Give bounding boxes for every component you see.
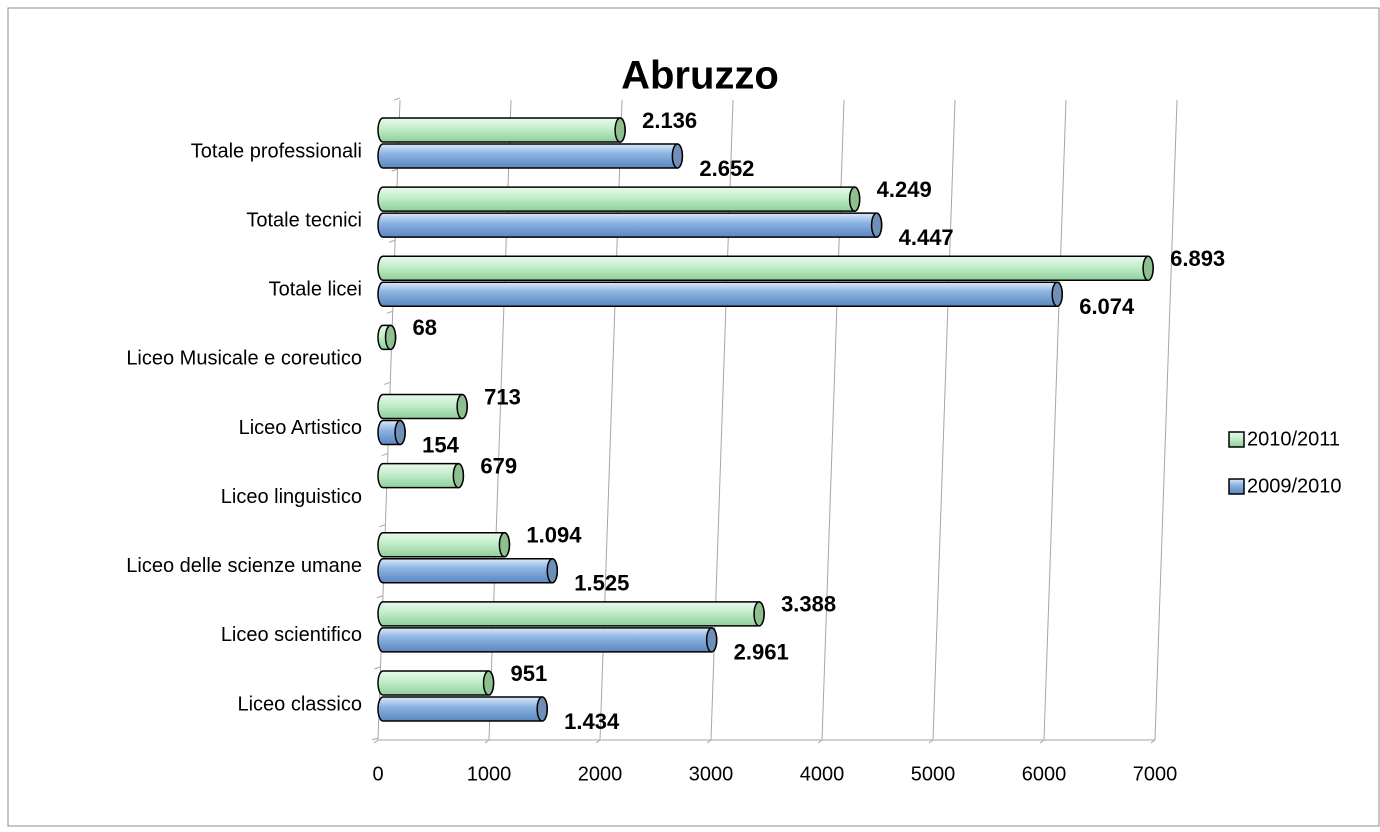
wall-tick: [384, 381, 391, 385]
wall-tick: [381, 453, 388, 457]
x-tick-label: 1000: [467, 763, 512, 785]
value-label: 1.094: [526, 523, 582, 548]
bar-cap: [482, 670, 495, 696]
bar: [377, 143, 684, 169]
x-tick-label: 2000: [578, 763, 623, 785]
value-label: 154: [422, 432, 459, 457]
x-tick-label: 0: [372, 763, 383, 785]
value-label: 679: [480, 453, 517, 478]
bar-cap: [705, 627, 718, 653]
category-label: Totale tecnici: [246, 209, 362, 231]
chart-title: Abruzzo: [621, 54, 779, 98]
value-label: 2.652: [699, 156, 754, 181]
bar: [377, 532, 511, 558]
value-label: 713: [484, 384, 521, 409]
wall-tick: [374, 666, 381, 670]
bar-cap: [546, 558, 559, 584]
wall-tick: [371, 737, 379, 741]
bar-cap: [384, 324, 397, 351]
wall-tick: [376, 595, 384, 599]
legend-swatch: [1228, 478, 1245, 495]
bar-cap: [394, 419, 406, 446]
x-tick-label: 4000: [800, 763, 845, 785]
bar-cap: [498, 532, 511, 558]
category-label: Totale professionali: [191, 140, 362, 162]
value-label: 3.388: [781, 592, 836, 617]
bar: [377, 186, 861, 212]
bar-cap: [753, 601, 765, 627]
wall-tick: [391, 168, 398, 172]
legend-label: 2010/2011: [1247, 428, 1340, 450]
x-tick-label: 7000: [1133, 763, 1178, 785]
category-label: Liceo Musicale e coreutico: [126, 348, 362, 370]
bar-cap: [848, 186, 861, 212]
bar: [377, 627, 718, 653]
bar: [377, 696, 548, 722]
wall-tick: [386, 310, 393, 314]
value-label: 4.447: [899, 225, 954, 250]
bar-cap: [536, 696, 548, 722]
bar: [377, 212, 883, 238]
bar: [377, 601, 765, 627]
legend-swatch: [1228, 431, 1245, 448]
wall-tick: [379, 524, 386, 528]
bar: [377, 393, 468, 420]
tick-mark: [373, 739, 379, 744]
grid-line: [1154, 99, 1178, 741]
value-label: 1.434: [564, 709, 620, 734]
bar-cap: [614, 117, 626, 143]
bar-cap: [870, 212, 883, 238]
bar-cap: [452, 462, 465, 489]
wall-tick: [393, 97, 401, 101]
value-label: 6.893: [1170, 246, 1225, 271]
chart-border: [7, 7, 1380, 827]
value-label: 2.136: [642, 108, 697, 133]
category-label: Liceo linguistico: [221, 486, 362, 508]
x-tick-label: 3000: [689, 763, 734, 785]
bar-cap: [671, 143, 684, 169]
category-label: Liceo delle scienze umane: [126, 555, 362, 577]
x-tick-label: 6000: [1022, 763, 1067, 785]
bar: [377, 281, 1063, 307]
grid-line: [1043, 99, 1067, 741]
bar: [377, 462, 465, 489]
bar-cap: [1142, 255, 1154, 281]
category-label: Liceo Artistico: [239, 417, 362, 439]
bar: [377, 117, 626, 143]
wall-tick: [388, 239, 396, 243]
legend-label: 2009/2010: [1247, 475, 1342, 497]
value-label: 6.074: [1079, 294, 1135, 319]
value-label: 68: [413, 315, 437, 340]
value-label: 4.249: [877, 177, 932, 202]
category-label: Liceo classico: [237, 693, 362, 715]
bar-cap: [456, 393, 468, 420]
bar: [377, 255, 1154, 281]
category-label: Totale licei: [269, 279, 362, 301]
bar-cap: [1051, 281, 1063, 307]
value-label: 951: [511, 661, 548, 686]
bar: [377, 670, 495, 696]
value-label: 2.961: [734, 640, 789, 665]
value-label: 1.525: [574, 571, 629, 596]
category-label: Liceo scientifico: [221, 624, 362, 646]
grid-line: [932, 99, 956, 741]
x-tick-label: 5000: [911, 763, 956, 785]
bar: [377, 558, 559, 584]
